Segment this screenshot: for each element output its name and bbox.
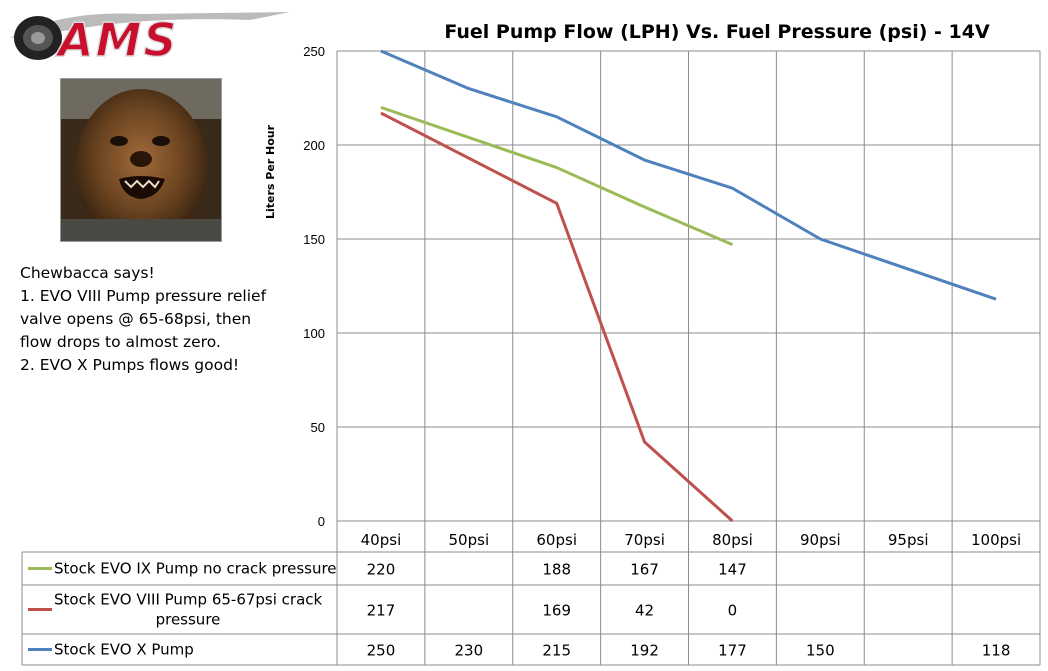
y-tick-label: 150 (303, 232, 325, 247)
table-cell-value: 250 (367, 642, 396, 660)
table-cell-value: 177 (718, 642, 747, 660)
legend-entry: Stock EVO X Pump (54, 641, 194, 659)
x-tick-label: 50psi (449, 531, 490, 549)
svg-text:AMS: AMS (55, 13, 179, 67)
chart-text: 0 50 100 150 200 250 40psi 50psi 60psi 70psi 80psi… (54, 21, 1021, 660)
y-axis-label: Liters Per Hour (264, 124, 277, 219)
table-cell-value: 150 (806, 642, 835, 660)
ams-logo: AMS (10, 12, 290, 68)
y-tick-label: 100 (303, 326, 325, 341)
x-tick-label: 100psi (971, 531, 1021, 549)
gridlines (336, 50, 1041, 665)
table-cell-value: 192 (630, 642, 659, 660)
table-cell-value: 118 (982, 642, 1011, 660)
y-tick-label: 250 (303, 44, 325, 59)
legend-entry: pressure (156, 611, 221, 629)
table-cell-value: 147 (718, 561, 747, 579)
series-line (380, 105, 734, 247)
table-cell-value: 215 (542, 642, 571, 660)
table-cell-value: 217 (367, 602, 396, 620)
series-lines (380, 49, 997, 523)
legend-entry: Stock EVO VIII Pump 65-67psi crack (54, 591, 323, 609)
table-cell-value: 188 (542, 561, 571, 579)
table-cell-value: 42 (635, 602, 654, 620)
sidebar-caption: Chewbacca says! 1. EVO VIII Pump pressur… (20, 262, 280, 377)
caption-line: Chewbacca says! (20, 264, 155, 282)
x-tick-label: 70psi (624, 531, 665, 549)
table-cell-value: 169 (542, 602, 571, 620)
chewbacca-photo (60, 78, 222, 242)
x-tick-label: 80psi (712, 531, 753, 549)
x-tick-label: 90psi (800, 531, 841, 549)
series-line (380, 111, 734, 523)
caption-line: valve opens @ 65-68psi, then (20, 310, 252, 328)
x-tick-label: 60psi (536, 531, 577, 549)
chart-title: Fuel Pump Flow (LPH) Vs. Fuel Pressure (… (444, 21, 990, 43)
y-tick-label: 0 (318, 514, 325, 529)
x-tick-label: 40psi (361, 531, 402, 549)
legend-entry: Stock EVO IX Pump no crack pressure (54, 560, 337, 578)
caption-line: 2. EVO X Pumps flows good! (20, 356, 240, 374)
y-tick-label: 50 (311, 420, 325, 435)
table-cell-value: 167 (630, 561, 659, 579)
caption-line: 1. EVO VIII Pump pressure relief (20, 287, 267, 305)
x-tick-label: 95psi (888, 531, 929, 549)
y-tick-label: 200 (303, 138, 325, 153)
table-cell-value: 0 (728, 602, 738, 620)
series-line (380, 49, 997, 301)
caption-line: flow drops to almost zero. (20, 333, 221, 351)
data-table (21, 551, 1040, 666)
table-cell-value: 220 (367, 561, 396, 579)
table-cell-value: 230 (454, 642, 483, 660)
